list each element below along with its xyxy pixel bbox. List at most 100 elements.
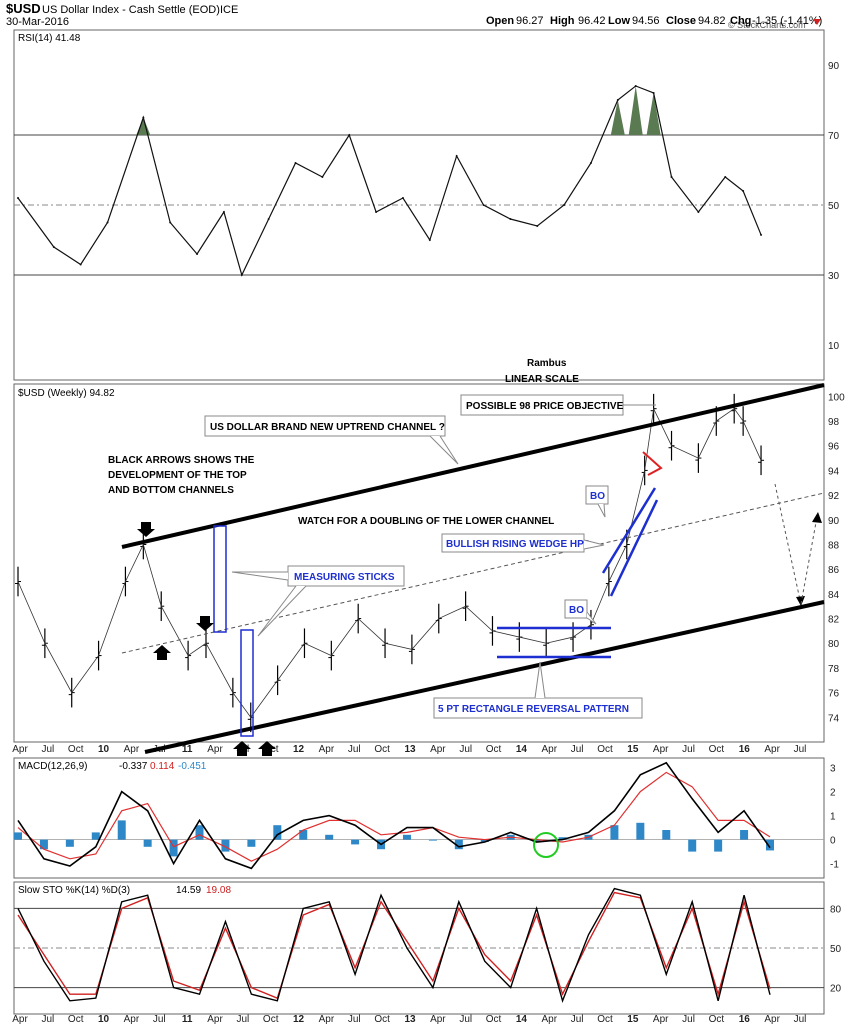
rsi-point bbox=[79, 263, 82, 266]
bottom-xtick: Jul bbox=[571, 1014, 584, 1024]
price-xtick: 12 bbox=[293, 744, 305, 755]
rectangle-text: 5 PT RECTANGLE REVERSAL PATTERN bbox=[438, 704, 629, 715]
price-ytick: 80 bbox=[828, 639, 840, 650]
price-ytick: 90 bbox=[828, 516, 840, 527]
macd-histogram-bar bbox=[480, 839, 489, 842]
macd-histogram-bar bbox=[636, 822, 645, 840]
macd-histogram-bar bbox=[117, 820, 126, 840]
price-xtick: Oct bbox=[68, 744, 84, 755]
price-panel-frame bbox=[13, 383, 825, 743]
up-arrow-icon-3 bbox=[258, 741, 276, 756]
macd-histogram-bar bbox=[143, 839, 152, 847]
macd-ytick: 0 bbox=[830, 836, 836, 847]
uptrend-box bbox=[204, 415, 446, 437]
red-triangle bbox=[642, 451, 663, 476]
bottom-xtick: Jul bbox=[794, 1014, 807, 1024]
macd-histogram-bar bbox=[428, 839, 437, 841]
macd-histogram-bar bbox=[402, 834, 411, 840]
price-ytick: 96 bbox=[828, 442, 840, 453]
macd-histogram-bar bbox=[195, 825, 204, 840]
price-xtick: Oct bbox=[486, 744, 502, 755]
macd-ytick: -1 bbox=[830, 860, 839, 871]
macd-panel: -1 0 1 2 3 bbox=[14, 761, 839, 871]
price-trace bbox=[17, 407, 762, 718]
price-ytick: 98 bbox=[828, 417, 840, 428]
bottom-xtick: Apr bbox=[207, 1014, 223, 1024]
price-xtick: Oct bbox=[709, 744, 725, 755]
upper-channel-line bbox=[121, 383, 825, 549]
rsi-point bbox=[482, 204, 485, 206]
rsi-point bbox=[401, 197, 404, 199]
price-ytick: 94 bbox=[828, 466, 840, 477]
price-ytick: 78 bbox=[828, 664, 840, 675]
bottom-xtick: 13 bbox=[404, 1014, 416, 1024]
price-xtick: Oct bbox=[374, 744, 390, 755]
price-ytick: 86 bbox=[828, 565, 840, 576]
rsi-point bbox=[169, 221, 172, 224]
stochastic-legend: Slow STO %K(14) %D(3) bbox=[18, 885, 130, 896]
rsi-point bbox=[563, 204, 566, 206]
instrument-name: US Dollar Index - Cash Settle (EOD) bbox=[42, 4, 220, 16]
bottom-xtick: Oct bbox=[68, 1014, 84, 1024]
chg-value: -1.35 (-1.41%) bbox=[752, 15, 822, 27]
rsi-point bbox=[536, 225, 539, 227]
stochastic-k-line bbox=[17, 887, 771, 1003]
price-xtick: 16 bbox=[739, 744, 751, 755]
bottom-xtick: 11 bbox=[182, 1014, 193, 1024]
rsi-line bbox=[17, 85, 762, 277]
rsi-point bbox=[760, 233, 763, 236]
down-triangle-icon bbox=[813, 19, 821, 25]
wedge-line-lower bbox=[609, 499, 659, 597]
rsi-overbought-fill bbox=[646, 93, 661, 135]
rsi-panel: 10 30 50 70 90 bbox=[14, 61, 840, 352]
rsi-legend: RSI(14) 41.48 bbox=[18, 33, 81, 44]
rsi-point bbox=[670, 176, 673, 178]
wedge-pointer bbox=[583, 539, 605, 550]
macd-histogram-bar bbox=[454, 839, 463, 850]
macd-ytick: 3 bbox=[830, 764, 836, 775]
rsi-point bbox=[455, 155, 458, 157]
macd-line bbox=[17, 761, 771, 870]
price-annotations: Rambus LINEAR SCALE POSSIBLE 98 PRICE OB… bbox=[108, 358, 825, 858]
uptrend-text: US DOLLAR BRAND NEW UPTREND CHANNEL ? bbox=[210, 422, 445, 433]
down-arrow-icon-1 bbox=[137, 522, 155, 537]
rectangle-pointer bbox=[534, 661, 546, 699]
price-xtick: Apr bbox=[124, 744, 140, 755]
chart-date: 30-Mar-2016 bbox=[6, 16, 69, 28]
bottom-xtick: 16 bbox=[739, 1014, 751, 1024]
price-xtick: 14 bbox=[516, 744, 528, 755]
macd-histogram-bar bbox=[532, 839, 541, 842]
price-ytick: 76 bbox=[828, 689, 840, 700]
rsi-point bbox=[652, 92, 655, 94]
exchange: ICE bbox=[220, 4, 238, 16]
price-ytick: 100 bbox=[828, 392, 845, 403]
bottom-xtick: Apr bbox=[653, 1014, 669, 1024]
bottom-xtick: Jul bbox=[459, 1014, 472, 1024]
low-label: Low bbox=[608, 15, 630, 27]
macd-value: -0.337 bbox=[119, 761, 148, 772]
price-xtick: Jul bbox=[794, 744, 807, 755]
rsi-point bbox=[589, 162, 592, 164]
measuring-stick-upper bbox=[213, 525, 227, 633]
price-xtick: Apr bbox=[12, 744, 28, 755]
signal-value: 0.114 bbox=[150, 761, 175, 772]
rsi-ytick: 50 bbox=[828, 201, 840, 212]
d-value: 19.08 bbox=[206, 885, 231, 896]
close-value: 94.82 bbox=[698, 15, 726, 27]
rsi-point bbox=[348, 134, 351, 136]
measuring-pointer-1 bbox=[231, 571, 289, 581]
macd-histogram-bar bbox=[558, 837, 567, 840]
black-arrows-line-3: AND BOTTOM CHANNELS bbox=[108, 485, 234, 496]
projection-down-arrow-icon bbox=[796, 596, 805, 606]
rsi-point bbox=[697, 211, 700, 213]
price-xtick: Apr bbox=[653, 744, 669, 755]
projection-up-line bbox=[800, 516, 818, 605]
price-ytick: 92 bbox=[828, 491, 840, 502]
chg-label: Chg bbox=[730, 15, 751, 27]
macd-panel-frame bbox=[13, 757, 825, 879]
chart-header: $USD US Dollar Index - Cash Settle (EOD)… bbox=[6, 1, 822, 30]
bottom-xtick: 10 bbox=[98, 1014, 110, 1024]
high-value: 96.42 bbox=[578, 15, 606, 27]
rsi-point bbox=[294, 162, 297, 164]
bottom-xtick: Jul bbox=[236, 1014, 249, 1024]
